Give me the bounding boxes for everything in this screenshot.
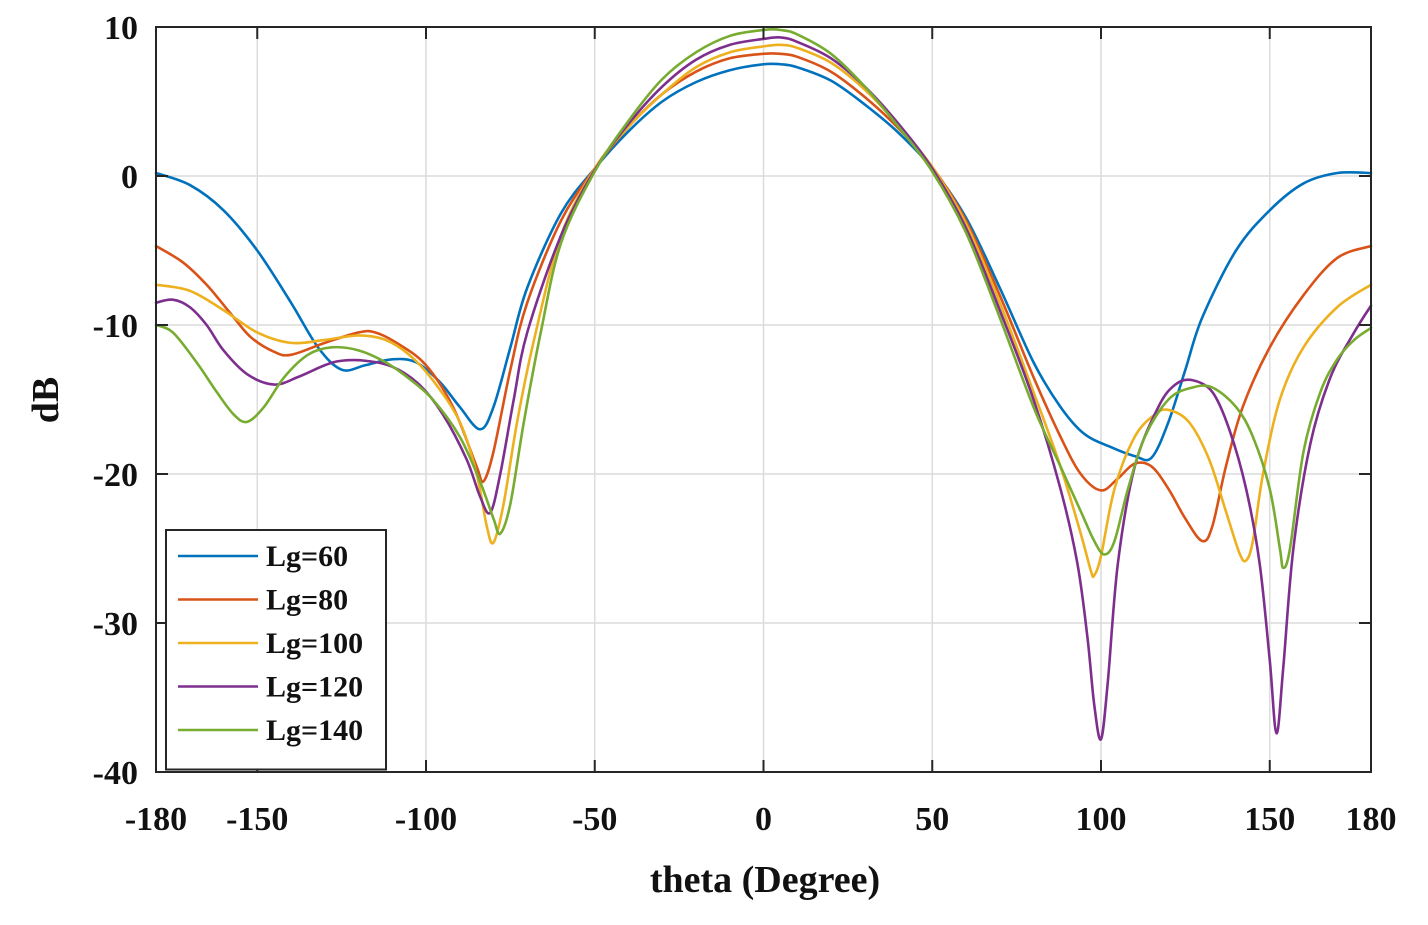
y-tick-label: -40 <box>93 755 138 792</box>
x-tick-label: 50 <box>915 801 949 838</box>
x-tick-label: -180 <box>125 801 187 838</box>
x-tick-label: 0 <box>755 801 772 838</box>
y-tick-label: 0 <box>121 159 138 196</box>
x-tick-labels: -180 -150 -100 -50 0 50 100 150 180 <box>125 801 1397 838</box>
y-tick-label: -20 <box>93 457 138 494</box>
series-lines <box>154 28 1373 741</box>
legend-label-lg-60: Lg=60 <box>266 540 348 573</box>
axis-ticks <box>155 26 1372 773</box>
series-line-lg-80 <box>154 52 1373 543</box>
legend-label-lg-120: Lg=120 <box>266 671 363 704</box>
legend-label-lg-80: Lg=80 <box>266 584 348 617</box>
y-tick-label: -30 <box>93 606 138 643</box>
y-axis-label: dB <box>25 377 67 423</box>
x-tick-label: 180 <box>1346 801 1397 838</box>
x-tick-label: 100 <box>1076 801 1127 838</box>
y-tick-label: -10 <box>93 308 138 345</box>
series-line-lg-100 <box>154 43 1373 579</box>
x-tick-label: -50 <box>572 801 617 838</box>
legend: Lg=60 Lg=80 Lg=100 Lg=120 Lg=140 <box>165 529 387 771</box>
x-tick-label: 150 <box>1244 801 1295 838</box>
legend-label-lg-100: Lg=100 <box>266 627 363 660</box>
x-tick-label: -150 <box>226 801 288 838</box>
y-tick-label: 10 <box>104 10 138 47</box>
x-tick-label: -100 <box>395 801 457 838</box>
series-line-lg-140 <box>154 28 1373 570</box>
legend-label-lg-140: Lg=140 <box>266 714 363 747</box>
y-tick-labels: 10 0 -10 -20 -30 -40 <box>93 10 138 792</box>
x-axis-label: theta (Degree) <box>650 859 880 901</box>
